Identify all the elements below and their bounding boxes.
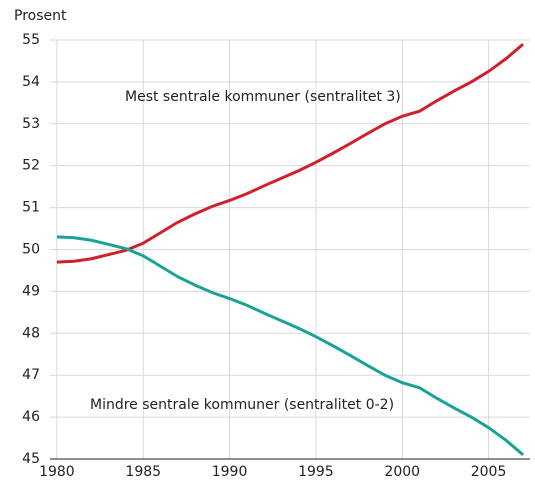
x-tick-label: 1980 [39, 464, 75, 480]
line [56, 43, 525, 264]
y-tick-label: 51 [22, 200, 40, 216]
y-tick-label: 46 [22, 409, 40, 425]
y-tick-label: 45 [22, 451, 40, 467]
y-axis-label: Prosent [14, 8, 67, 24]
y-tick-label: 48 [22, 325, 40, 341]
y-tick-label: 54 [22, 74, 40, 90]
x-tick-label: 2005 [471, 464, 507, 480]
series-label: Mindre sentrale kommuner (sentralitet 0-… [90, 397, 394, 413]
y-tick-label: 47 [22, 367, 40, 383]
y-tick-label: 53 [22, 116, 40, 132]
x-tick-label: 2000 [384, 464, 420, 480]
y-tick-label: 50 [22, 242, 40, 258]
x-tick-label: 1990 [212, 464, 248, 480]
line [56, 235, 525, 456]
y-tick-label: 55 [22, 32, 40, 48]
series-label: Mest sentrale kommuner (sentralitet 3) [125, 89, 401, 105]
y-tick-label: 52 [22, 158, 40, 174]
y-tick-label: 49 [22, 283, 40, 299]
x-tick-label: 1985 [125, 464, 161, 480]
x-tick-label: 1995 [298, 464, 334, 480]
